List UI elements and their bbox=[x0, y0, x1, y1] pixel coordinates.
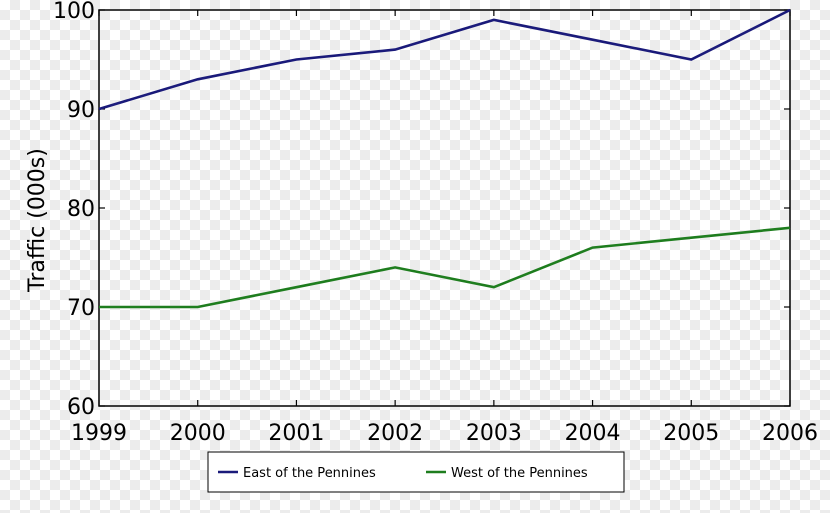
x-tick-label: 1999 bbox=[71, 421, 127, 446]
y-axis: 60 70 80 90 100 bbox=[53, 0, 790, 420]
series-line-west-of-the-pennines bbox=[99, 226, 791, 309]
plot-area bbox=[98, 9, 791, 407]
legend-label: West of the Pennines bbox=[451, 466, 588, 481]
y-axis-title: Traffic (000s) bbox=[25, 148, 50, 293]
y-tick-label: 100 bbox=[53, 0, 95, 24]
x-axis: 1999 2000 2001 2002 2003 2004 2005 2006 bbox=[71, 10, 818, 446]
x-tick-label: 2003 bbox=[466, 421, 522, 446]
y-tick-label: 80 bbox=[67, 197, 95, 222]
x-tick-label: 2006 bbox=[762, 421, 818, 446]
legend-label: East of the Pennines bbox=[243, 466, 376, 481]
legend-box bbox=[207, 451, 625, 493]
x-tick-label: 2001 bbox=[268, 421, 324, 446]
x-tick-label: 2004 bbox=[565, 421, 621, 446]
y-tick-label: 90 bbox=[67, 98, 95, 123]
y-tick-label: 70 bbox=[67, 296, 95, 321]
x-tick-label: 2005 bbox=[663, 421, 719, 446]
legend: East of the Pennines West of the Pennines bbox=[207, 451, 625, 493]
x-tick-label: 2002 bbox=[367, 421, 423, 446]
series-group bbox=[98, 8, 791, 309]
x-tick-label: 2000 bbox=[170, 421, 226, 446]
plot-frame bbox=[98, 9, 791, 407]
series-line-east-of-the-pennines bbox=[98, 8, 791, 111]
y-tick-label: 60 bbox=[67, 395, 95, 420]
